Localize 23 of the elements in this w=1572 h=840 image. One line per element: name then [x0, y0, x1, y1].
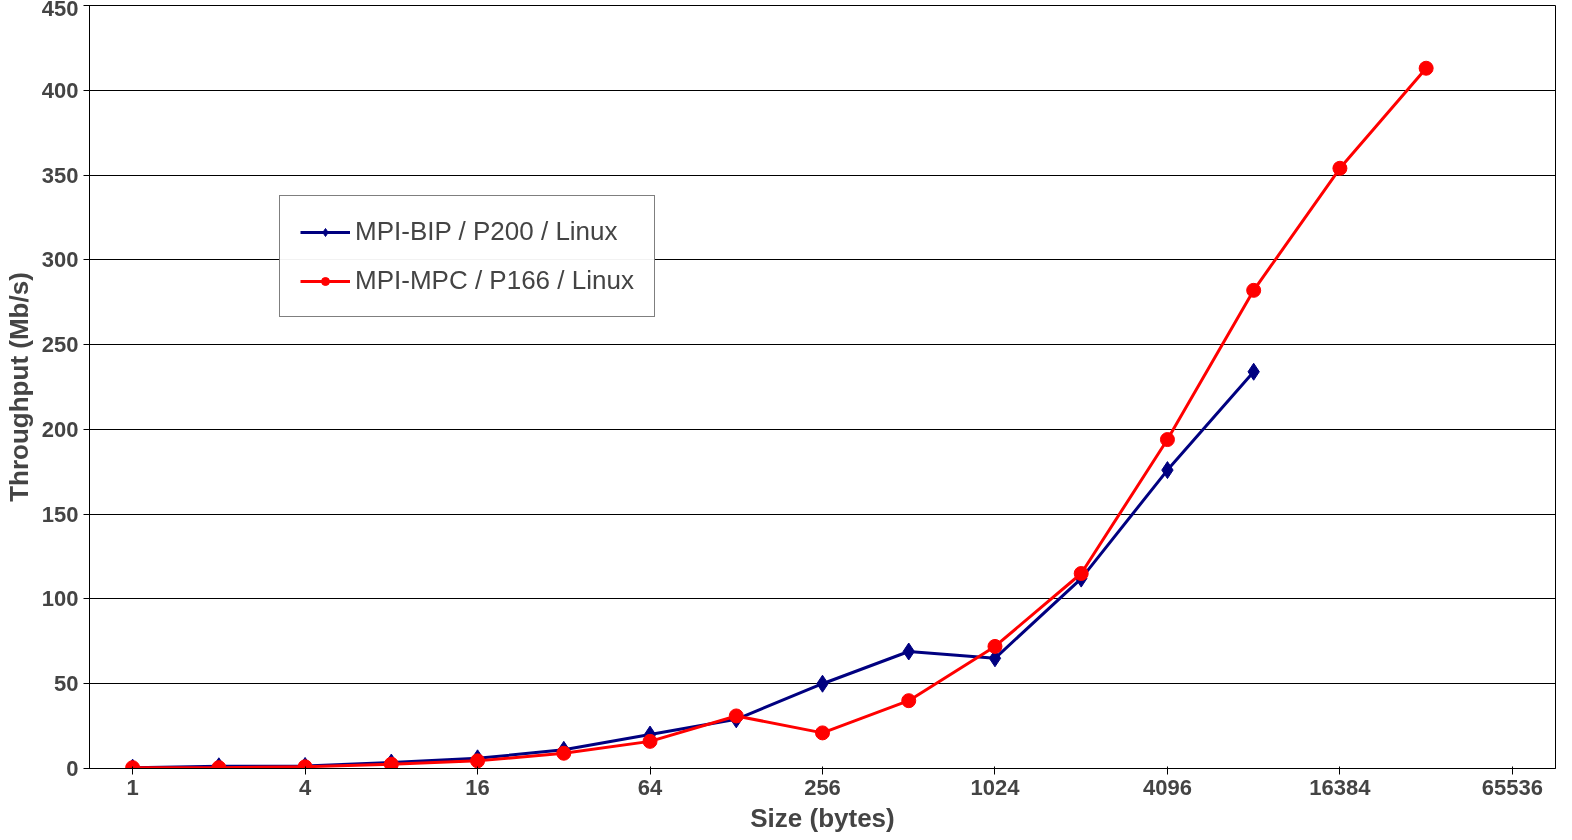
- x-tick-label: 65536: [1481, 774, 1543, 800]
- y-tick-label: 300: [41, 247, 79, 273]
- y-tick-label: 250: [41, 332, 79, 358]
- y-tick-label: 100: [41, 586, 79, 612]
- y-tick-label: 0: [66, 756, 79, 781]
- y-tick-label: 400: [41, 77, 79, 103]
- x-tick-label: 4: [298, 774, 312, 800]
- x-tick-label: 1: [126, 774, 139, 800]
- y-tick-label: 350: [41, 162, 79, 188]
- y-tick-label: 450: [41, 0, 79, 21]
- legend-label: MPI-MPC / P166 / Linux: [355, 265, 634, 296]
- y-tick-label: 150: [41, 501, 79, 527]
- y-tick-label: 200: [41, 416, 79, 442]
- x-axis-title: Size (bytes): [750, 802, 895, 833]
- x-tick-label: 64: [637, 774, 664, 800]
- x-tick-label: 256: [804, 774, 841, 800]
- legend-label: MPI-BIP / P200 / Linux: [355, 216, 618, 247]
- x-tick-label: 4096: [1142, 774, 1192, 800]
- y-axis-title: Throughput (Mb/s): [3, 272, 34, 502]
- x-tick-label: 16: [465, 774, 490, 800]
- y-tick-label: 50: [54, 671, 79, 697]
- x-tick-label: 16384: [1309, 774, 1372, 800]
- x-tick-label: 1024: [970, 774, 1021, 800]
